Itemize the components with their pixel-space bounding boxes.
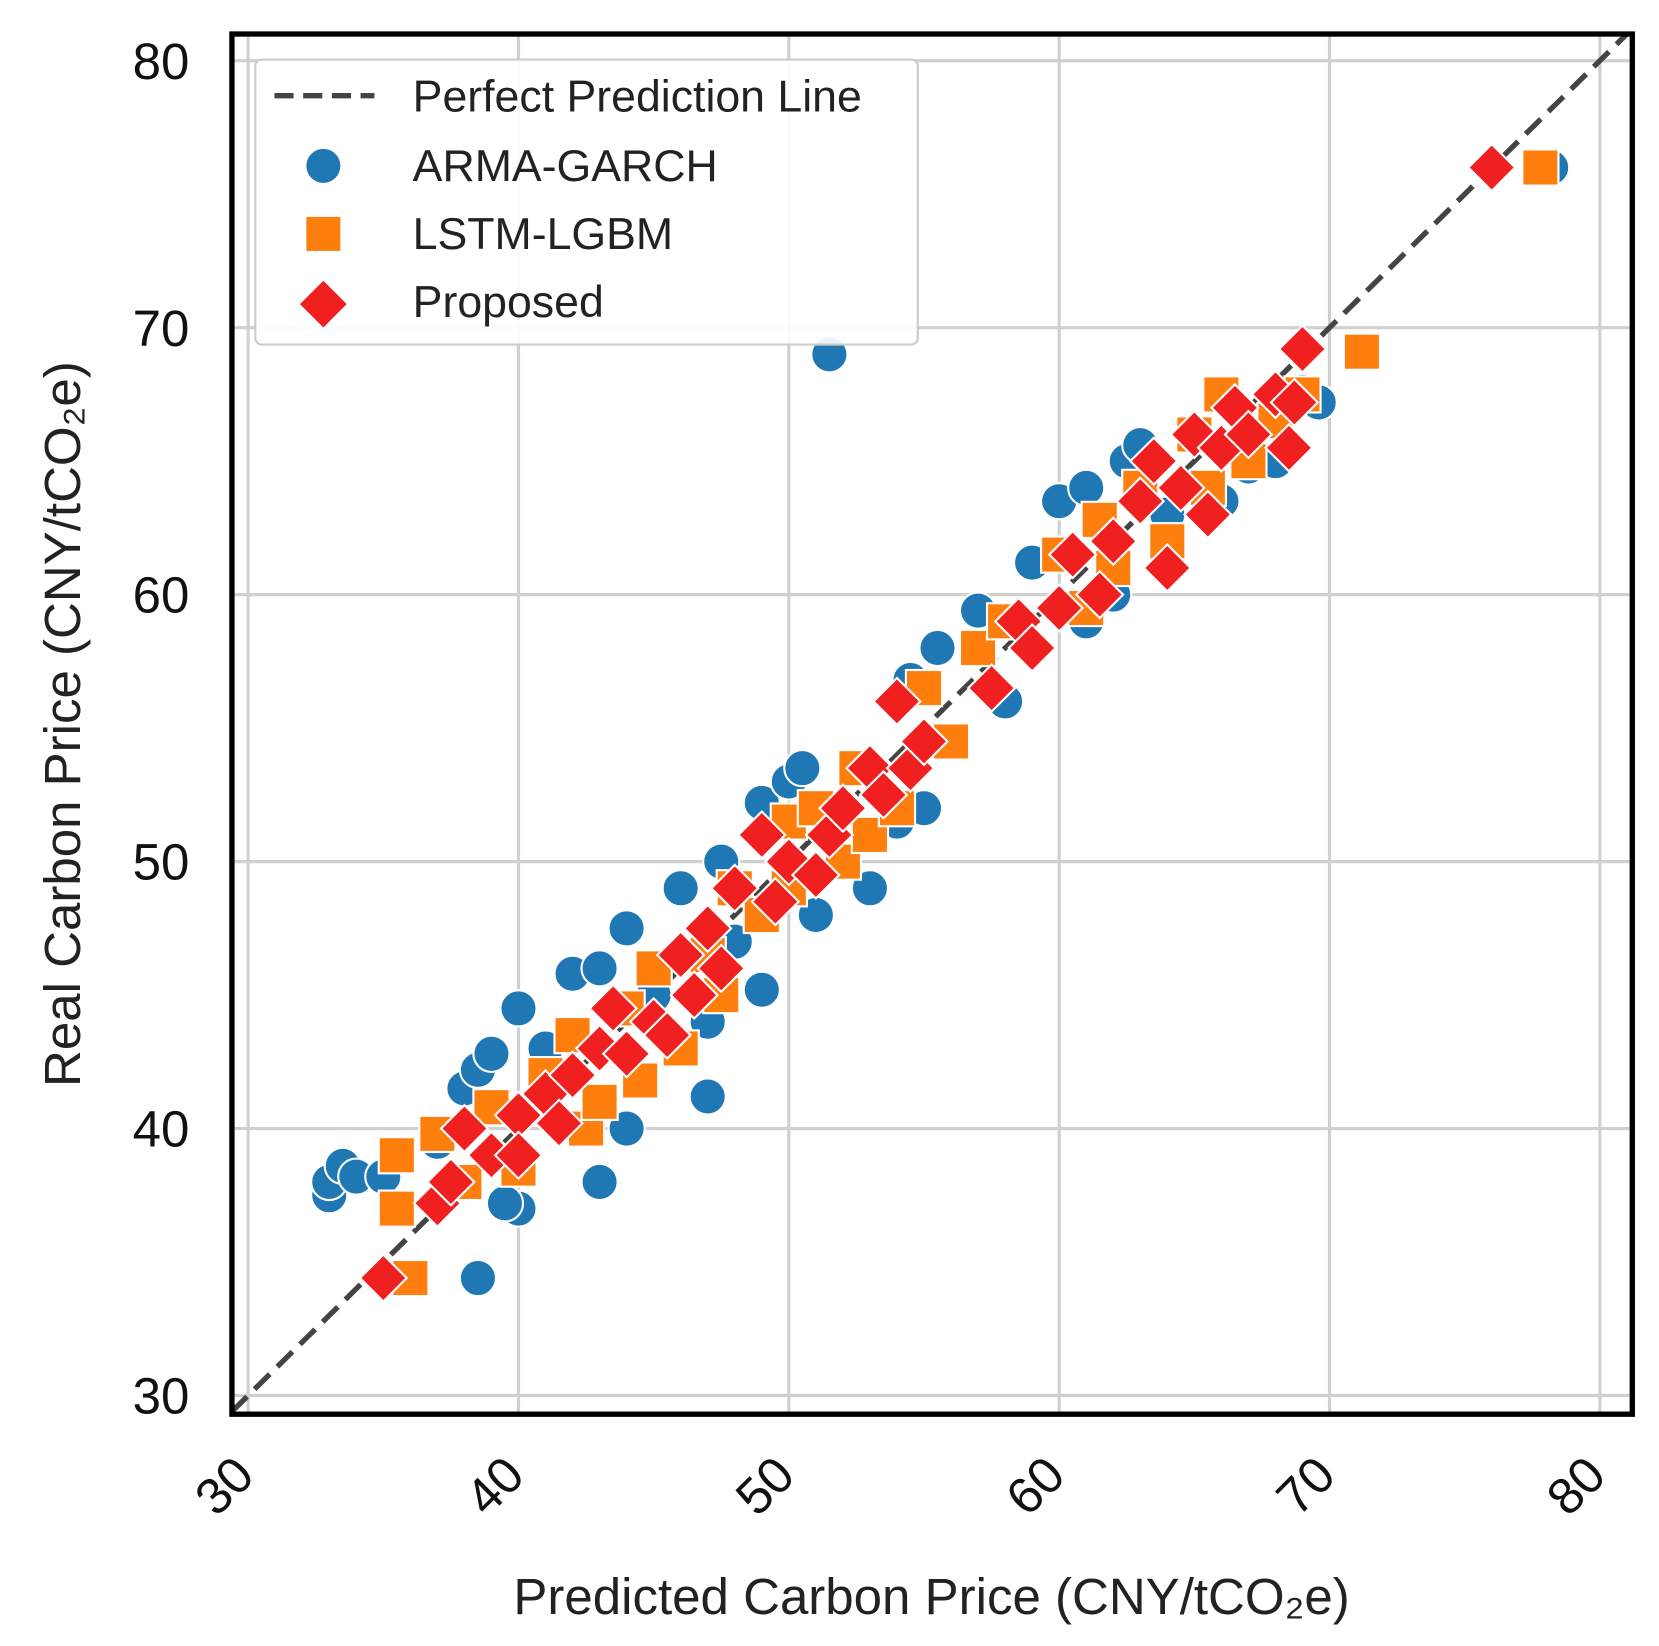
- proposed-point: [655, 930, 706, 980]
- proposed-point: [1128, 436, 1179, 487]
- proposed-point: [1047, 529, 1098, 580]
- arma-garch-point: [485, 1184, 525, 1223]
- legend-label-perfect: Perfect Prediction Line: [413, 73, 862, 122]
- arma-garch-point: [499, 989, 538, 1028]
- proposed-point: [1115, 476, 1166, 527]
- arma-garch-point: [742, 970, 781, 1009]
- proposed-point: [1223, 409, 1274, 460]
- x-tick-label: 80: [1536, 1445, 1616, 1525]
- arma-garch-point: [458, 1258, 498, 1298]
- arma-garch-point: [580, 949, 619, 988]
- proposed-point: [1155, 462, 1206, 513]
- y-tick-label: 60: [133, 567, 190, 624]
- x-tick-label: 70: [1265, 1445, 1345, 1525]
- proposed-point: [493, 1130, 544, 1181]
- lstm-lgbm-point: [580, 1082, 619, 1121]
- proposed-point: [1074, 569, 1125, 620]
- arma-garch-point: [472, 1034, 511, 1073]
- x-tick-label: 50: [725, 1445, 805, 1525]
- proposed-point: [534, 1098, 584, 1149]
- legend-square-icon: [306, 216, 341, 251]
- arma-garch-point: [1067, 468, 1106, 507]
- proposed-point: [696, 943, 747, 994]
- proposed-point: [682, 903, 733, 954]
- proposed-point: [858, 769, 909, 820]
- x-axis-label: Predicted Carbon Price (CNY/tCO₂e): [513, 1568, 1349, 1625]
- arma-garch-point: [661, 869, 700, 908]
- proposed-point: [439, 1103, 490, 1154]
- lstm-lgbm-point: [1521, 148, 1560, 187]
- y-tick-label: 30: [133, 1368, 190, 1425]
- proposed-point: [1269, 377, 1320, 428]
- proposed-point: [899, 716, 949, 767]
- proposed-point: [1466, 142, 1517, 193]
- plot-frame: [229, 31, 1635, 1417]
- legend-circle-icon: [306, 148, 341, 183]
- arma-garch-point: [918, 628, 957, 668]
- proposed-point: [1034, 583, 1085, 633]
- proposed-point: [601, 1028, 652, 1079]
- proposed-point: [1142, 543, 1193, 593]
- proposed-point: [547, 1050, 598, 1101]
- proposed-point: [736, 810, 787, 860]
- arma-garch-point: [688, 1077, 727, 1116]
- proposed-point: [1007, 623, 1058, 673]
- x-tick-labels: 30 40 50 60 70 80: [184, 1445, 1616, 1525]
- proposed-point: [1277, 324, 1328, 374]
- proposed-point: [817, 783, 868, 834]
- arma-garch-point: [580, 1162, 619, 1202]
- y-tick-label: 70: [133, 300, 190, 357]
- proposed-point: [669, 970, 720, 1020]
- proposed-point: [750, 876, 801, 927]
- proposed-point: [1264, 422, 1314, 473]
- proposed-point: [358, 1253, 409, 1303]
- y-tick-label: 80: [133, 33, 190, 90]
- y-tick-labels: 30 40 50 60 70 80: [133, 33, 190, 1425]
- proposed-point: [1182, 489, 1233, 540]
- y-tick-label: 40: [133, 1101, 190, 1158]
- data-points: [310, 142, 1571, 1303]
- y-axis-label: Real Carbon Price (CNY/tCO₂e): [34, 361, 91, 1087]
- lstm-lgbm-point: [377, 1136, 416, 1175]
- lstm-lgbm-point: [377, 1189, 416, 1228]
- proposed-point: [426, 1157, 476, 1207]
- proposed-point: [790, 850, 841, 900]
- x-tick-label: 60: [995, 1445, 1075, 1525]
- proposed-point: [588, 983, 639, 1034]
- x-tick-label: 30: [184, 1445, 264, 1525]
- proposed-point: [709, 863, 760, 914]
- legend-label-arma: ARMA-GARCH: [413, 142, 718, 191]
- x-tick-label: 40: [454, 1445, 534, 1525]
- proposed-point: [966, 663, 1017, 713]
- arma-garch-point: [607, 909, 646, 948]
- proposed-point: [642, 1010, 693, 1061]
- legend-label-proposed: Proposed: [413, 278, 604, 327]
- legend-diamond-icon: [299, 280, 347, 328]
- legend-box: [254, 58, 919, 346]
- arma-garch-point: [783, 749, 822, 788]
- lstm-lgbm-point: [1342, 332, 1382, 371]
- proposed-point: [872, 676, 922, 727]
- legend: Perfect Prediction Line ARMA-GARCH LSTM-…: [254, 58, 919, 346]
- y-tick-label: 50: [133, 834, 190, 891]
- proposed-point: [1088, 516, 1139, 567]
- legend-label-lstm: LSTM-LGBM: [413, 210, 673, 259]
